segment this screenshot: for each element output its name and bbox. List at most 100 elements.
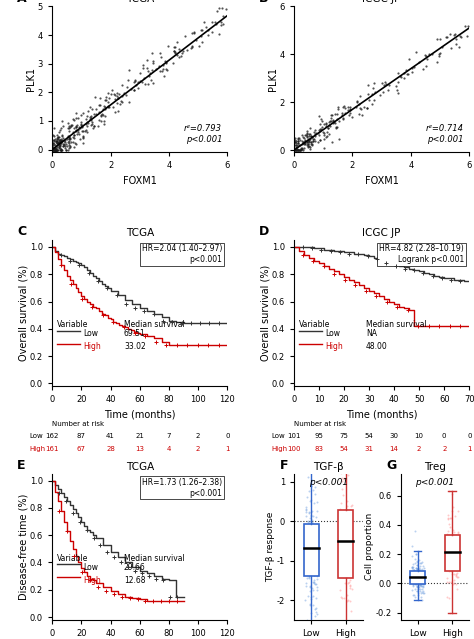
- Point: [409, 581, 416, 591]
- Point: [304, 516, 312, 527]
- Point: [310, 570, 318, 580]
- Point: [307, 586, 314, 596]
- Point: [448, 534, 456, 544]
- Point: [55, 139, 62, 149]
- Point: [98, 111, 105, 121]
- Point: [310, 546, 317, 557]
- Point: [339, 114, 346, 125]
- Point: [411, 573, 419, 583]
- Point: [306, 142, 314, 152]
- Point: [346, 575, 354, 585]
- Point: [83, 111, 91, 121]
- Point: [113, 88, 120, 98]
- Point: [173, 36, 181, 47]
- Point: [312, 530, 320, 541]
- Point: [365, 80, 372, 90]
- Point: [49, 138, 57, 148]
- Point: [57, 144, 65, 155]
- Point: [302, 535, 310, 545]
- Point: [50, 144, 58, 155]
- Point: [58, 136, 66, 146]
- Point: [301, 594, 309, 604]
- Point: [412, 549, 420, 559]
- Point: [341, 572, 348, 582]
- Point: [438, 42, 446, 52]
- Point: [58, 130, 66, 140]
- Point: [409, 569, 416, 580]
- Text: 14: 14: [390, 446, 399, 452]
- Point: [311, 482, 319, 492]
- Point: [409, 569, 417, 580]
- Point: [50, 144, 58, 155]
- Point: [61, 142, 69, 153]
- Point: [345, 526, 352, 536]
- Point: [338, 475, 346, 486]
- Point: [403, 69, 411, 79]
- Point: [301, 526, 309, 536]
- Point: [318, 122, 326, 132]
- Point: [114, 93, 122, 104]
- Text: Median survival: Median survival: [124, 554, 185, 563]
- Text: 12.68: 12.68: [124, 576, 146, 585]
- Point: [64, 137, 72, 147]
- Point: [414, 584, 422, 594]
- Point: [63, 144, 70, 155]
- Point: [322, 132, 329, 142]
- Point: [201, 17, 208, 27]
- Point: [302, 507, 310, 517]
- Point: [346, 596, 354, 606]
- Point: [309, 565, 316, 575]
- Point: [310, 528, 318, 539]
- Point: [132, 80, 139, 90]
- Point: [450, 534, 457, 544]
- Point: [303, 552, 310, 562]
- Point: [304, 134, 312, 144]
- Point: [52, 142, 60, 153]
- Point: [445, 512, 452, 523]
- Point: [86, 114, 94, 124]
- Point: [445, 486, 453, 497]
- Point: [292, 145, 299, 155]
- Point: [313, 609, 321, 619]
- Point: [310, 498, 318, 509]
- Point: [414, 567, 422, 577]
- Point: [115, 89, 123, 100]
- Point: [173, 49, 181, 59]
- Point: [445, 592, 453, 603]
- Point: [382, 79, 390, 89]
- Point: [307, 534, 315, 544]
- Point: [343, 508, 350, 518]
- Point: [408, 571, 416, 581]
- Point: [216, 29, 223, 39]
- Point: [303, 132, 310, 142]
- Text: Low: Low: [84, 329, 99, 338]
- Point: [296, 134, 303, 144]
- Point: [410, 568, 418, 578]
- Point: [417, 580, 424, 590]
- Point: [312, 603, 320, 613]
- Point: [293, 139, 301, 150]
- Point: [65, 126, 73, 136]
- Point: [213, 6, 221, 16]
- Point: [310, 577, 317, 587]
- Point: [304, 141, 312, 151]
- Point: [451, 569, 458, 579]
- Point: [291, 145, 299, 155]
- Point: [313, 570, 321, 580]
- Point: [295, 145, 302, 155]
- Point: [299, 138, 306, 148]
- Point: [411, 576, 419, 587]
- Point: [102, 92, 109, 102]
- Point: [413, 569, 420, 579]
- Text: C: C: [17, 226, 26, 238]
- Text: 101: 101: [287, 433, 301, 439]
- Point: [155, 61, 163, 71]
- Point: [124, 75, 132, 85]
- Point: [306, 518, 313, 528]
- Point: [178, 51, 185, 61]
- Point: [453, 553, 461, 563]
- Text: 100: 100: [287, 446, 301, 452]
- Point: [209, 27, 216, 37]
- Point: [88, 119, 96, 129]
- Point: [415, 566, 422, 576]
